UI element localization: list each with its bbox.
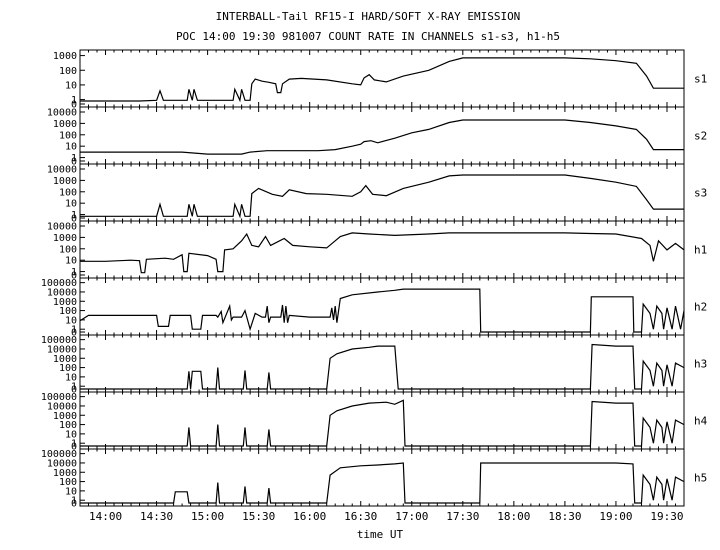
panel-frame — [79, 106, 685, 165]
x-tick-label: 16:30 — [344, 510, 377, 523]
x-tick-label: 16:00 — [293, 510, 326, 523]
series-line-h2 — [79, 288, 685, 333]
panel-label: h3 — [694, 358, 707, 371]
series-line-h5 — [80, 462, 685, 504]
x-tick-label: 17:00 — [395, 510, 428, 523]
x-tick-label: 19:00 — [599, 510, 632, 523]
y-tick-label: 10000 — [47, 458, 77, 469]
panel-frame — [79, 334, 685, 393]
panel-frame — [79, 277, 685, 336]
x-tick-label: 15:00 — [191, 510, 224, 523]
y-tick-label: 1 — [71, 153, 77, 164]
panel-label: s2 — [694, 130, 707, 143]
panels-group: 01101001000s10110100100010000s2011010010… — [41, 49, 708, 523]
y-tick-label: 1000 — [53, 354, 77, 365]
panel-frame — [79, 163, 685, 222]
panel-label: s1 — [694, 73, 707, 86]
x-tick-label: 18:00 — [497, 510, 530, 523]
y-tick-label: 10000 — [47, 165, 77, 176]
y-tick-label: 1 — [71, 325, 77, 336]
y-tick-label: 100000 — [41, 335, 77, 346]
y-tick-label: 10 — [65, 372, 77, 383]
y-tick-label: 1000 — [53, 176, 77, 187]
chart-title: INTERBALL-Tail RF15-I HARD/SOFT X-RAY EM… — [216, 10, 521, 23]
y-tick-label: 100000 — [41, 278, 77, 289]
y-tick-label: 0 — [71, 328, 77, 339]
series-line-h3 — [80, 343, 685, 390]
panel-label: h1 — [694, 244, 707, 257]
y-tick-label: 10 — [65, 429, 77, 440]
y-tick-label: 10 — [65, 256, 77, 267]
y-tick-label: 10000 — [47, 108, 77, 119]
y-tick-label: 0 — [71, 499, 77, 510]
y-tick-label: 10 — [65, 315, 77, 326]
series-line-s3 — [80, 174, 684, 219]
y-tick-label: 0 — [71, 271, 77, 282]
panel-label: h5 — [694, 472, 707, 485]
series-line-h1 — [80, 232, 685, 274]
y-tick-label: 1 — [71, 496, 77, 507]
series-line-s2 — [80, 119, 684, 155]
panel-label: h4 — [694, 415, 708, 428]
x-tick-label: 19:30 — [650, 510, 683, 523]
series-line-s1 — [80, 57, 684, 103]
y-tick-label: 10000 — [47, 287, 77, 298]
y-tick-label: 10000 — [47, 222, 77, 233]
y-tick-label: 100 — [59, 244, 77, 255]
y-tick-label: 10 — [65, 80, 77, 91]
y-tick-label: 100 — [59, 66, 77, 77]
y-tick-label: 100 — [59, 187, 77, 198]
panel-frame — [79, 220, 685, 279]
x-tick-label: 18:30 — [548, 510, 581, 523]
y-tick-label: 1000 — [53, 297, 77, 308]
y-tick-label: 100 — [59, 130, 77, 141]
panel-s1: 01 10 100 1000 s1 — [53, 49, 707, 111]
panel-label: h2 — [694, 301, 707, 314]
y-tick-label: 10000 — [47, 344, 77, 355]
y-tick-label: 100 — [59, 420, 77, 431]
y-tick-label: 1 — [71, 210, 77, 221]
y-tick-label: 1 — [71, 267, 77, 278]
y-tick-label: 1 — [71, 439, 77, 450]
panel-frame — [79, 391, 685, 450]
y-tick-label: 100 — [59, 477, 77, 488]
y-tick-label: 1000 — [53, 468, 77, 479]
y-tick-label: 0 — [71, 385, 77, 396]
y-tick-label: 1000 — [53, 51, 77, 62]
y-tick-label: 1000 — [53, 119, 77, 130]
y-tick-label: 1000 — [53, 411, 77, 422]
y-tick-label: 100000 — [41, 449, 77, 460]
y-tick-label: 10 — [65, 142, 77, 153]
x-tick-label: 17:30 — [446, 510, 479, 523]
y-tick-label: 10 — [65, 486, 77, 497]
panel-frame — [79, 448, 685, 507]
panel-label: s3 — [694, 187, 707, 200]
y-tick-label: 100 — [59, 363, 77, 374]
y-tick-label: 100000 — [41, 392, 77, 403]
y-tick-label: 10 — [65, 199, 77, 210]
y-tick-label: 1000 — [53, 233, 77, 244]
y-tick-label: 1 — [71, 382, 77, 393]
series-line-h4 — [80, 399, 685, 447]
y-tick-label: 10000 — [47, 401, 77, 412]
x-tick-label: 14:00 — [89, 510, 122, 523]
chart-subtitle: POC 14:00 19:30 981007 COUNT RATE IN CHA… — [176, 30, 560, 43]
y-tick-label: 1 — [71, 95, 77, 106]
x-axis-label: time UT — [357, 528, 404, 541]
y-tick-label: 0 — [71, 157, 77, 168]
x-tick-label: 14:30 — [140, 510, 173, 523]
y-tick-label: 0 — [71, 442, 77, 453]
y-tick-label: 100 — [59, 306, 77, 317]
y-tick-label: 0 — [71, 214, 77, 225]
y-tick-label: 0 — [71, 100, 77, 111]
x-tick-label: 15:30 — [242, 510, 275, 523]
